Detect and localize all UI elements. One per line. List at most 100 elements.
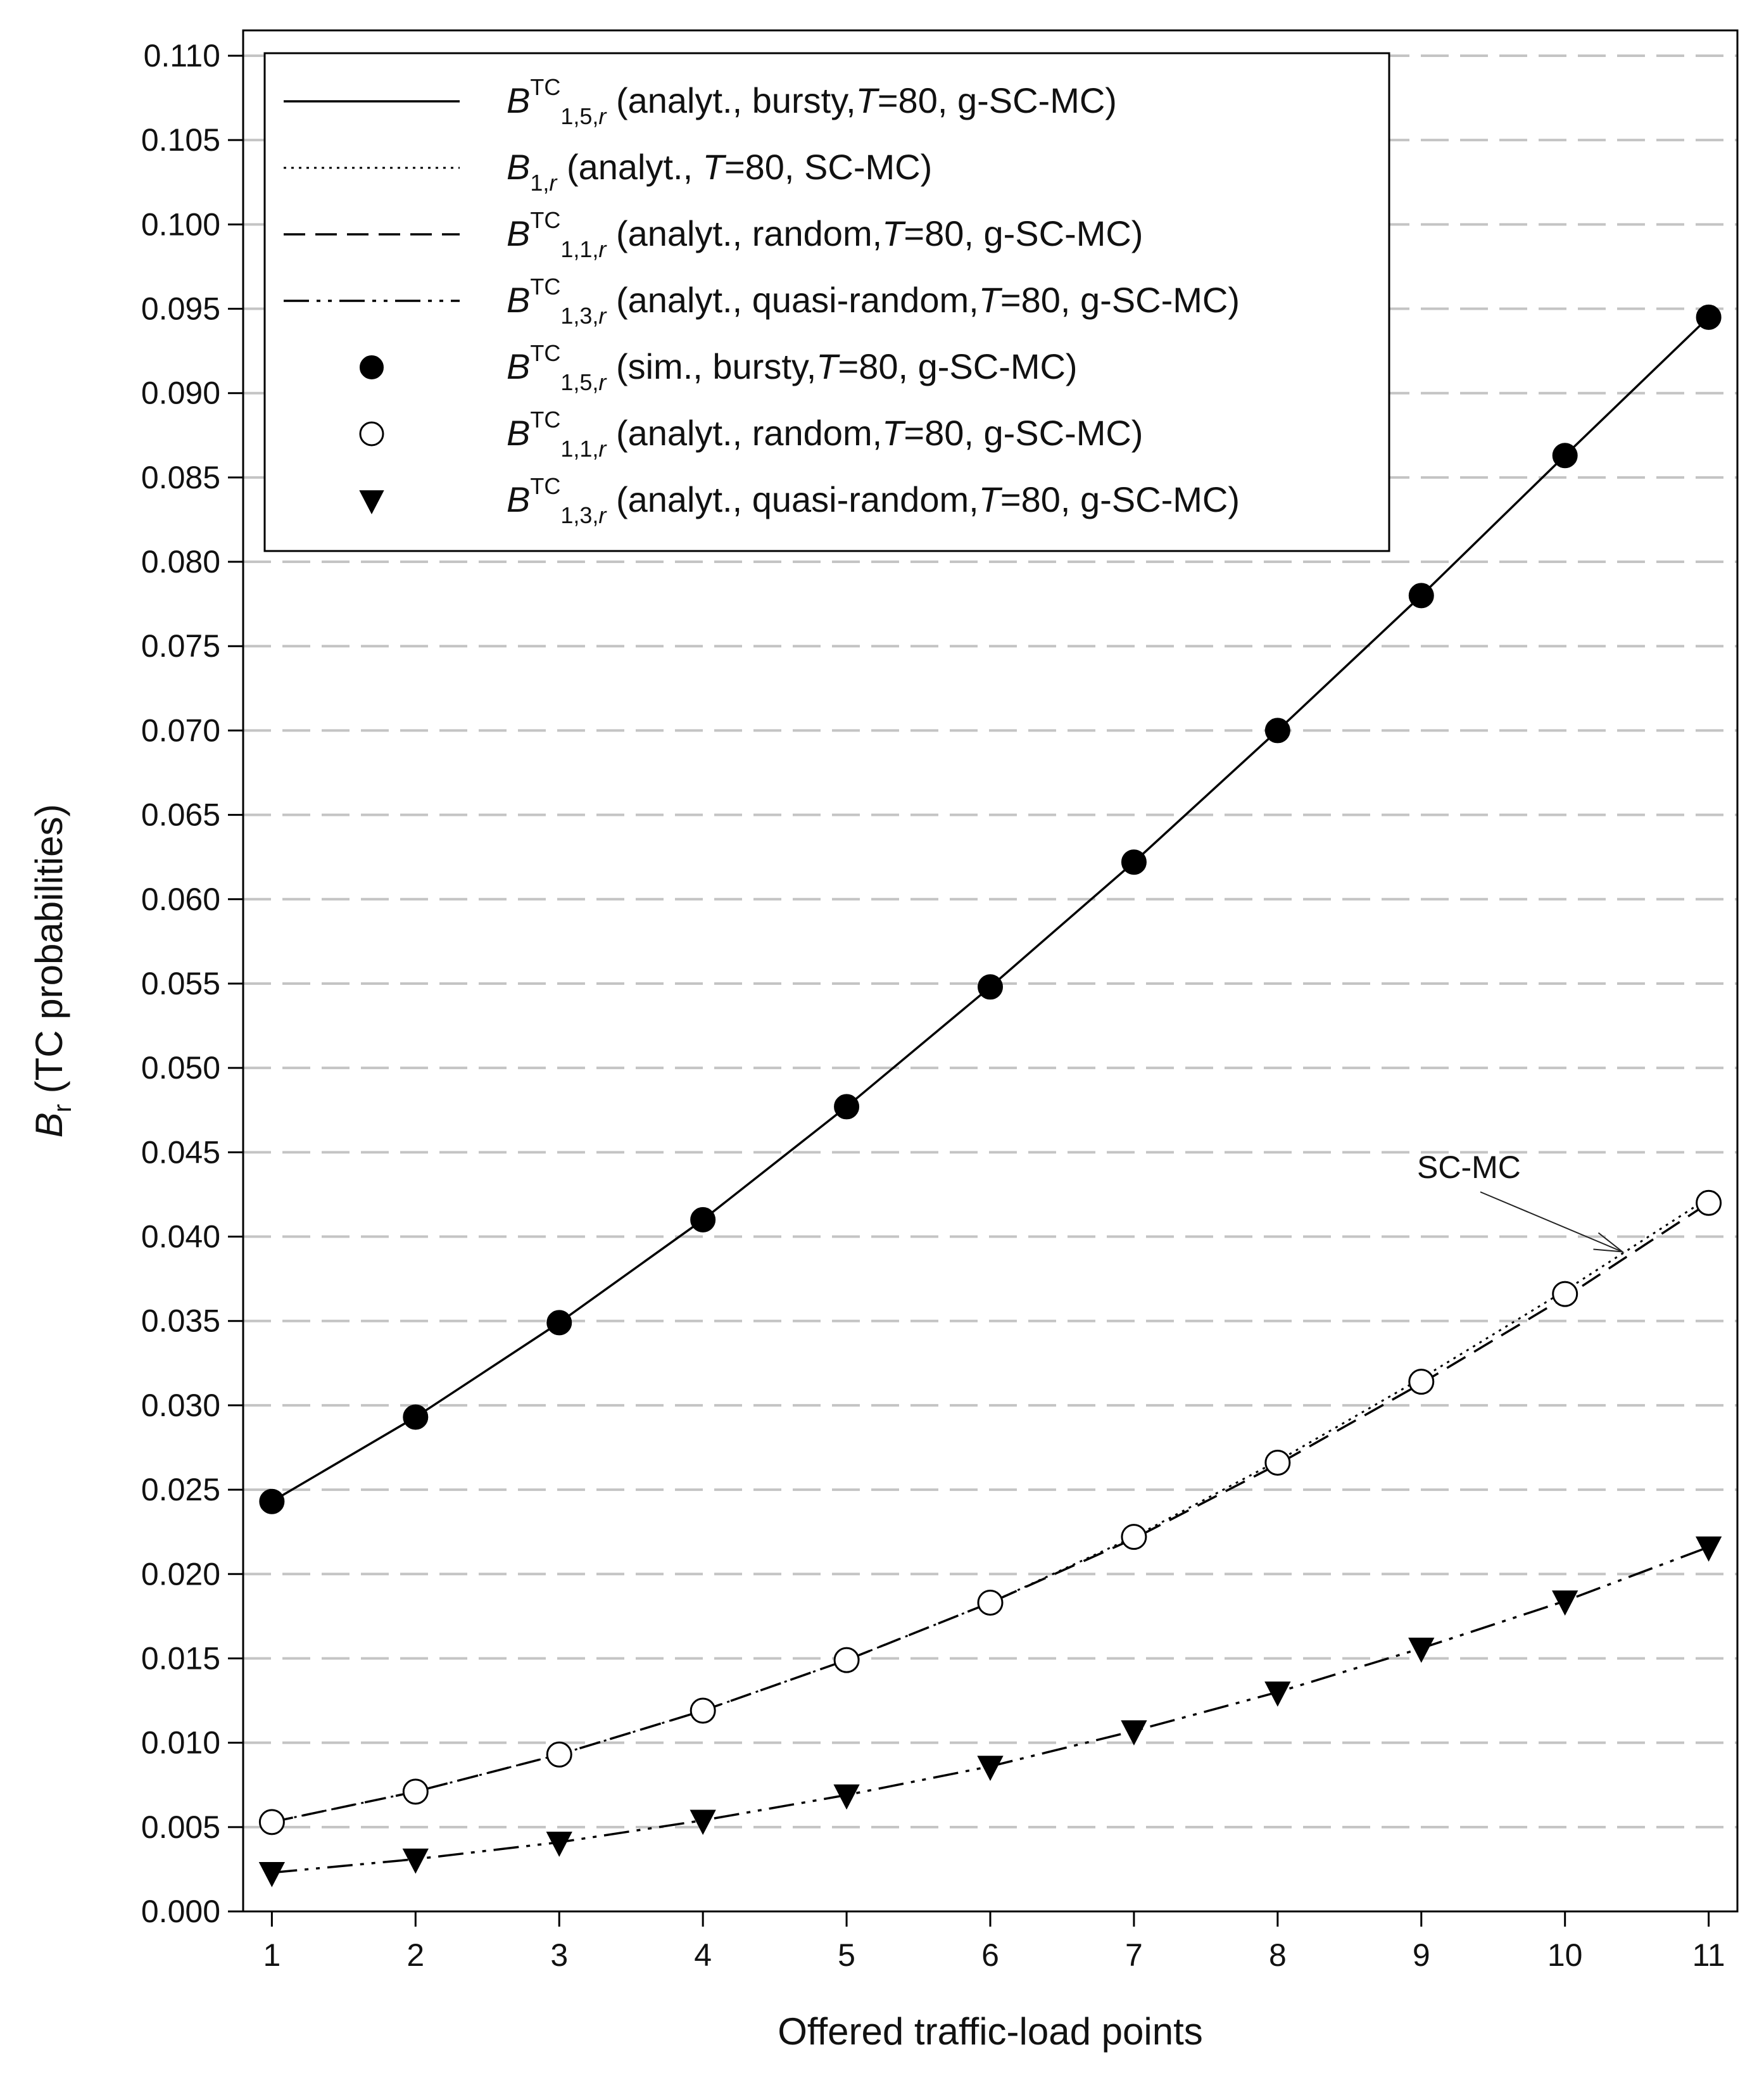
- legend-superscript: TC: [530, 74, 560, 100]
- data-point-series-5: [1552, 443, 1578, 469]
- legend-superscript: TC: [530, 407, 560, 433]
- data-point-series-6: [402, 1778, 429, 1805]
- x-tick-label: 2: [406, 1937, 424, 1973]
- data-point-series-5: [1408, 583, 1434, 609]
- legend: BTC1,5,r (analyt., bursty,T=80, g-SC-MC)…: [263, 52, 1390, 552]
- annotation-sc-mc-pointer: [1480, 1191, 1623, 1253]
- y-tick-label: 0.070: [141, 713, 220, 748]
- legend-text-a: (sim., bursty,: [606, 346, 816, 386]
- data-point-series-7: [977, 1756, 1004, 1781]
- legend-subscript: 1,5,: [560, 369, 598, 395]
- y-tick-label: 0.045: [141, 1134, 220, 1170]
- legend-text-a: (analyt., random,: [606, 413, 882, 453]
- data-point-series-6: [1696, 1189, 1722, 1216]
- axis-layer: 0.000 0.005 0.010 0.015 0.020 0.025 0.030 0.035…: [141, 38, 1725, 1973]
- data-point-series-5: [259, 1488, 285, 1514]
- x-tick-label: 5: [838, 1937, 855, 1973]
- legend-superscript: TC: [530, 473, 560, 499]
- legend-text-b: =80, g-SC-MC): [838, 346, 1078, 386]
- y-tick-label: 0.000: [141, 1894, 220, 1929]
- legend-text-b: =80, g-SC-MC): [1000, 479, 1240, 519]
- legend-subscript: 1,3,: [560, 303, 598, 329]
- y-tick-label: 0.005: [141, 1809, 220, 1845]
- y-tick-label: 0.010: [141, 1725, 220, 1761]
- x-tick-label: 7: [1125, 1937, 1143, 1973]
- legend-subscript-italic: r: [598, 236, 607, 262]
- legend-subscript-italic: r: [549, 170, 558, 196]
- legend-T-symbol: T: [882, 213, 906, 253]
- data-point-series-5: [690, 1207, 716, 1232]
- data-point-series-5: [978, 974, 1003, 1000]
- data-point-series-6: [1264, 1449, 1291, 1476]
- y-tick-label: 0.100: [141, 206, 220, 242]
- data-point-series-5: [1121, 849, 1147, 875]
- legend-T-symbol: T: [856, 80, 880, 120]
- legend-symbol: B: [507, 413, 530, 453]
- data-point-series-6: [977, 1590, 1004, 1616]
- data-point-series-7: [1695, 1536, 1722, 1562]
- y-tick-label: 0.050: [141, 1050, 220, 1086]
- legend-subscript-italic: r: [598, 502, 607, 528]
- legend-T-symbol: T: [979, 479, 1003, 519]
- x-tick-label: 6: [981, 1937, 999, 1973]
- y-tick-label: 0.105: [141, 122, 220, 158]
- legend-text-a: (analyt., random,: [606, 213, 882, 253]
- y-tick-label: 0.035: [141, 1303, 220, 1339]
- data-point-series-7: [258, 1862, 286, 1887]
- legend-symbol: B: [507, 80, 530, 120]
- data-point-series-5: [834, 1094, 860, 1120]
- data-point-series-7: [402, 1848, 429, 1874]
- legend-text-a: (analyt.,: [557, 147, 702, 187]
- data-point-series-7: [690, 1809, 716, 1835]
- y-tick-label: 0.025: [141, 1472, 220, 1507]
- data-point-series-6: [690, 1697, 716, 1724]
- legend-text-b: =80, SC-MC): [724, 147, 932, 187]
- data-point-series-5: [546, 1310, 572, 1336]
- y-tick-label: 0.055: [141, 966, 220, 1001]
- data-point-series-6: [833, 1647, 860, 1673]
- legend-T-symbol: T: [882, 413, 906, 453]
- legend-swatch-marker: [360, 355, 384, 379]
- data-point-series-6: [1408, 1369, 1435, 1395]
- legend-superscript: TC: [530, 207, 560, 233]
- data-point-series-5: [1264, 718, 1290, 744]
- legend-subscript: 1,5,: [560, 103, 598, 129]
- annotation-sc-mc-arrowhead-icon: [1593, 1232, 1625, 1253]
- x-tick-label: 1: [263, 1937, 280, 1973]
- marker-layer: [258, 304, 1722, 1887]
- y-axis-title: Br (TC probabilities): [28, 804, 77, 1138]
- legend-label: BTC1,1,r (analyt., random,T=80, g-SC-MC): [507, 407, 1143, 462]
- x-tick-label: 11: [1692, 1937, 1725, 1973]
- data-point-series-6: [1121, 1524, 1147, 1550]
- legend-subscript: 1,1,: [560, 436, 598, 462]
- legend-superscript: TC: [530, 274, 560, 300]
- legend-subscript: 1,: [530, 170, 549, 196]
- legend-subscript: 1,1,: [560, 236, 598, 262]
- legend-text-b: =80, g-SC-MC): [904, 213, 1143, 253]
- y-axis-title-symbol: B: [28, 1112, 70, 1137]
- annotation-layer: SC-MC: [1417, 1150, 1625, 1253]
- legend-swatch-marker: [359, 490, 384, 514]
- x-tick-label: 9: [1413, 1937, 1430, 1973]
- data-point-series-7: [1552, 1590, 1578, 1616]
- legend-T-symbol: T: [816, 346, 840, 386]
- y-tick-label: 0.080: [141, 544, 220, 580]
- y-tick-label: 0.020: [141, 1556, 220, 1592]
- legend-subscript-italic: r: [598, 369, 607, 395]
- legend-text-a: (analyt., quasi-random,: [606, 479, 978, 519]
- data-point-series-7: [1408, 1637, 1435, 1663]
- data-point-series-5: [403, 1404, 429, 1430]
- y-tick-label: 0.030: [141, 1388, 220, 1423]
- y-axis-title-subscript: r: [49, 1104, 77, 1112]
- legend-label: BTC1,3,r (analyt., quasi-random,T=80, g-…: [507, 473, 1240, 528]
- legend-swatch-marker: [359, 421, 384, 447]
- y-tick-label: 0.065: [141, 797, 220, 833]
- data-point-series-7: [546, 1832, 572, 1857]
- legend-symbol: B: [507, 147, 530, 187]
- data-point-series-6: [258, 1809, 285, 1835]
- legend-label: BTC1,1,r (analyt., random,T=80, g-SC-MC): [507, 207, 1143, 262]
- legend-subscript-italic: r: [598, 103, 607, 129]
- data-point-series-6: [546, 1741, 572, 1768]
- legend-T-symbol: T: [703, 147, 727, 187]
